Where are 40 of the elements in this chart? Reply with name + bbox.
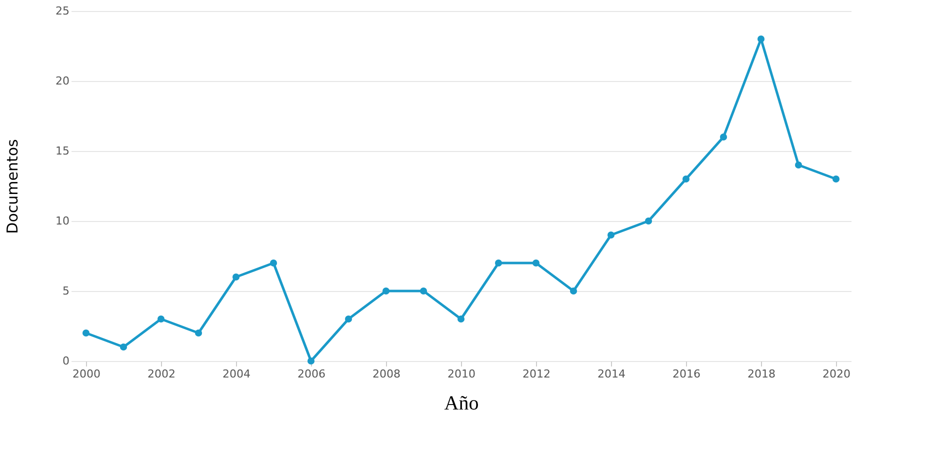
- y-axis-title: Documentos: [4, 138, 22, 234]
- y-tick-label: 10: [56, 214, 70, 228]
- x-tick-label: 2018: [748, 368, 776, 380]
- x-tick-label: 2000: [72, 368, 100, 380]
- x-tick-label: 2014: [598, 368, 626, 380]
- y-tick-label: 15: [56, 144, 70, 158]
- point: [270, 259, 278, 267]
- point: [532, 259, 540, 267]
- x-tick-label: 2016: [672, 368, 700, 380]
- point: [382, 287, 390, 295]
- x-tick-label: 2012: [522, 368, 550, 380]
- point: [194, 329, 202, 337]
- point: [757, 35, 765, 43]
- point: [644, 217, 652, 225]
- point: [682, 175, 690, 183]
- point: [794, 161, 802, 169]
- point: [420, 287, 428, 295]
- point: [232, 273, 240, 281]
- point: [720, 133, 728, 141]
- x-tick-label: 2008: [372, 368, 400, 380]
- y-tick-label: 20: [56, 74, 70, 88]
- point: [344, 315, 352, 323]
- y-tick-label: 0: [62, 354, 70, 368]
- x-tick-label: 2002: [148, 368, 176, 380]
- point: [494, 259, 502, 267]
- point: [832, 175, 840, 183]
- point: [82, 329, 90, 337]
- y-tick-label: 5: [62, 284, 70, 298]
- x-axis-title: Año: [444, 392, 479, 414]
- x-tick-label: 2010: [448, 368, 476, 380]
- point: [457, 315, 465, 323]
- y-tick-label: 25: [56, 4, 70, 18]
- point: [570, 287, 578, 295]
- point: [307, 357, 315, 365]
- x-tick-label: 2006: [298, 368, 326, 380]
- x-tick-label: 2004: [222, 368, 250, 380]
- point: [120, 343, 128, 351]
- point: [607, 231, 615, 239]
- point: [157, 315, 165, 323]
- x-tick-label: 2020: [822, 368, 850, 380]
